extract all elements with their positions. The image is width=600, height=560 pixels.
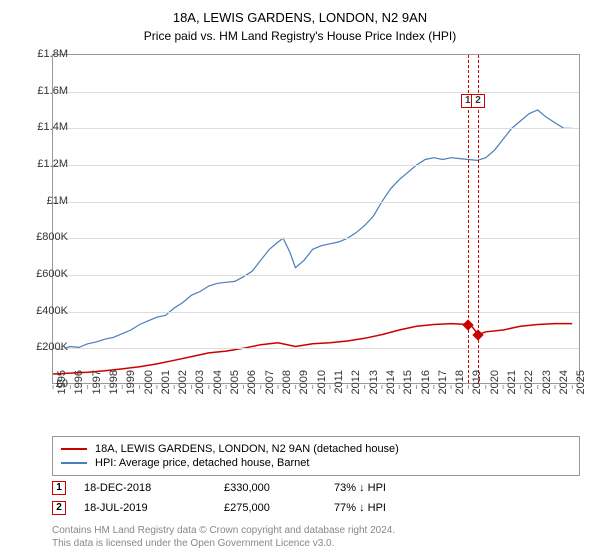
- footer-text: Contains HM Land Registry data © Crown c…: [52, 524, 395, 550]
- x-axis-label: 2010: [316, 370, 328, 410]
- plot-area: 12: [52, 54, 580, 384]
- y-axis-label: £1.8M: [20, 48, 68, 60]
- chart-title: 18A, LEWIS GARDENS, LONDON, N2 9AN: [0, 0, 600, 25]
- x-axis-label: 2011: [333, 370, 345, 410]
- x-axis-label: 2001: [160, 370, 172, 410]
- x-axis-label: 2016: [420, 370, 432, 410]
- x-axis-label: 2025: [575, 370, 587, 410]
- chart-svg: [53, 55, 579, 383]
- x-axis-label: 2009: [298, 370, 310, 410]
- transaction-row: 2 18-JUL-2019£275,00077% ↓ HPI: [52, 498, 580, 518]
- x-axis-label: 2002: [177, 370, 189, 410]
- x-axis-label: 1999: [125, 370, 137, 410]
- footer-line2: This data is licensed under the Open Gov…: [52, 537, 395, 550]
- gridline: [53, 312, 579, 313]
- transaction-price: £330,000: [224, 482, 334, 494]
- y-axis-label: £1.4M: [20, 121, 68, 133]
- legend-swatch: [61, 462, 87, 464]
- legend: 18A, LEWIS GARDENS, LONDON, N2 9AN (deta…: [52, 436, 580, 476]
- gridline: [53, 92, 579, 93]
- x-axis-label: 2024: [558, 370, 570, 410]
- gridline: [53, 238, 579, 239]
- x-axis-label: 2022: [523, 370, 535, 410]
- gridline: [53, 348, 579, 349]
- gridline: [53, 202, 579, 203]
- x-axis-label: 2015: [402, 370, 414, 410]
- y-axis-label: £400K: [20, 305, 68, 317]
- legend-label: 18A, LEWIS GARDENS, LONDON, N2 9AN (deta…: [95, 443, 399, 455]
- transaction-row: 1 18-DEC-2018£330,00073% ↓ HPI: [52, 478, 580, 498]
- legend-label: HPI: Average price, detached house, Barn…: [95, 457, 309, 469]
- y-axis-label: £1.2M: [20, 158, 68, 170]
- x-axis-label: 2005: [229, 370, 241, 410]
- x-axis-label: 2014: [385, 370, 397, 410]
- legend-swatch: [61, 448, 87, 450]
- y-axis-label: £1M: [20, 195, 68, 207]
- x-axis-label: 2020: [489, 370, 501, 410]
- x-axis-label: 2000: [143, 370, 155, 410]
- y-axis-label: £200K: [20, 341, 68, 353]
- transaction-pct: 77% ↓ HPI: [334, 502, 444, 514]
- series-hpi: [53, 110, 572, 349]
- x-axis-label: 1997: [91, 370, 103, 410]
- x-axis-label: 2021: [506, 370, 518, 410]
- x-axis-label: 2012: [350, 370, 362, 410]
- chart-container: 18A, LEWIS GARDENS, LONDON, N2 9AN Price…: [0, 0, 600, 560]
- y-axis-label: £800K: [20, 231, 68, 243]
- x-axis-label: 1998: [108, 370, 120, 410]
- x-axis-label: 2004: [212, 370, 224, 410]
- gridline: [53, 275, 579, 276]
- y-axis-label: £600K: [20, 268, 68, 280]
- transactions-table: 1 18-DEC-2018£330,00073% ↓ HPI 2 18-JUL-201…: [52, 478, 580, 518]
- x-axis-label: 2003: [194, 370, 206, 410]
- gridline: [53, 128, 579, 129]
- legend-item: HPI: Average price, detached house, Barn…: [61, 456, 571, 470]
- x-axis-label: 2019: [471, 370, 483, 410]
- x-axis-label: 1995: [56, 370, 68, 410]
- transaction-marker: 1: [52, 481, 66, 495]
- x-axis-label: 1996: [73, 370, 85, 410]
- x-axis-label: 2023: [541, 370, 553, 410]
- event-marker: 2: [471, 94, 485, 108]
- x-axis-label: 2006: [246, 370, 258, 410]
- transaction-pct: 73% ↓ HPI: [334, 482, 444, 494]
- x-axis-label: 2013: [368, 370, 380, 410]
- transaction-date: 18-JUL-2019: [84, 502, 224, 514]
- transaction-date: 18-DEC-2018: [84, 482, 224, 494]
- chart-subtitle: Price paid vs. HM Land Registry's House …: [0, 25, 600, 51]
- x-axis-label: 2017: [437, 370, 449, 410]
- footer-line1: Contains HM Land Registry data © Crown c…: [52, 524, 395, 537]
- y-axis-label: £1.6M: [20, 85, 68, 97]
- transaction-marker: 2: [52, 501, 66, 515]
- transaction-price: £275,000: [224, 502, 334, 514]
- x-axis-label: 2018: [454, 370, 466, 410]
- gridline: [53, 165, 579, 166]
- x-axis-label: 2007: [264, 370, 276, 410]
- legend-item: 18A, LEWIS GARDENS, LONDON, N2 9AN (deta…: [61, 442, 571, 456]
- x-axis-label: 2008: [281, 370, 293, 410]
